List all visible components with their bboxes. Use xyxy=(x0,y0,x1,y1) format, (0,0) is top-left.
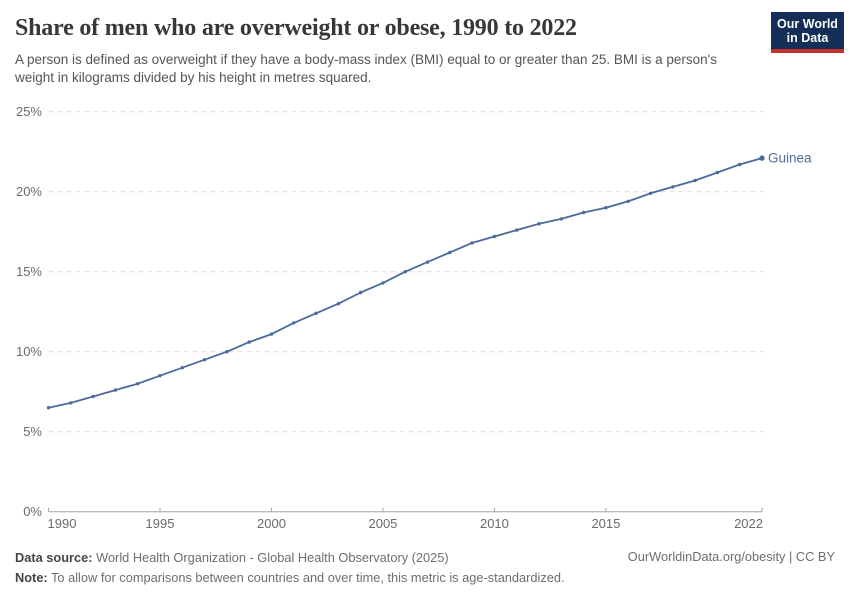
attribution-link[interactable]: OurWorldinData.org/obesity | CC BY xyxy=(627,549,835,564)
note-line: Note: To allow for comparisons between c… xyxy=(15,568,565,588)
y-axis-label: 0% xyxy=(23,504,42,519)
owid-logo-line1: Our World xyxy=(777,17,838,31)
y-axis-label: 20% xyxy=(16,184,42,199)
chart-subtitle: A person is defined as overweight if the… xyxy=(15,52,717,85)
data-point[interactable] xyxy=(247,340,251,344)
x-axis-label: 1995 xyxy=(146,516,175,531)
note-text: To allow for comparisons between countri… xyxy=(51,570,565,585)
data-point[interactable] xyxy=(269,332,274,336)
data-source-line: Data source: World Health Organization -… xyxy=(15,548,565,568)
data-point[interactable] xyxy=(537,222,541,226)
data-point[interactable] xyxy=(292,321,296,325)
data-point[interactable] xyxy=(202,358,207,362)
data-point[interactable] xyxy=(358,290,363,295)
x-axis-label: 2010 xyxy=(480,516,509,531)
page-title: Share of men who are overweight or obese… xyxy=(15,15,577,41)
x-axis-label: 2000 xyxy=(257,516,286,531)
data-point[interactable] xyxy=(425,260,430,264)
series-end-label[interactable]: Guinea xyxy=(768,151,812,166)
data-point[interactable] xyxy=(69,401,73,405)
data-point[interactable] xyxy=(113,388,118,392)
data-point[interactable] xyxy=(581,210,586,215)
data-point[interactable] xyxy=(46,406,51,410)
y-axis-label: 5% xyxy=(23,424,42,439)
data-line[interactable] xyxy=(47,157,763,409)
data-point[interactable] xyxy=(738,162,742,167)
data-source-label: Data source: xyxy=(15,550,93,565)
data-point[interactable] xyxy=(470,241,474,245)
data-point[interactable] xyxy=(381,281,385,285)
note-label: Note: xyxy=(15,570,48,585)
data-point[interactable] xyxy=(91,394,95,399)
x-axis-label: 2005 xyxy=(368,516,397,531)
footer-left: Data source: World Health Organization -… xyxy=(15,548,565,588)
data-source-text: World Health Organization - Global Healt… xyxy=(96,550,449,565)
x-axis-label: 2015 xyxy=(591,516,620,531)
data-point[interactable] xyxy=(715,170,720,175)
data-point[interactable] xyxy=(559,217,564,221)
data-point[interactable] xyxy=(693,178,697,183)
y-axis-label: 25% xyxy=(16,104,42,119)
data-point[interactable] xyxy=(626,199,630,203)
y-axis-label: 10% xyxy=(16,344,42,359)
data-point[interactable] xyxy=(314,311,318,315)
owid-logo-line2: in Data xyxy=(786,31,829,45)
data-point[interactable] xyxy=(515,228,519,232)
data-point[interactable] xyxy=(648,191,653,195)
data-point[interactable] xyxy=(403,270,407,274)
data-point[interactable] xyxy=(158,374,162,378)
y-axis-label: 15% xyxy=(16,264,42,279)
data-point[interactable] xyxy=(492,234,497,239)
data-point[interactable] xyxy=(604,206,608,210)
data-point[interactable] xyxy=(336,302,341,306)
data-point[interactable] xyxy=(180,366,184,370)
owid-logo: Our World in Data xyxy=(771,12,844,53)
x-axis-label: 1990 xyxy=(48,516,77,531)
data-point[interactable] xyxy=(759,155,765,161)
data-point[interactable] xyxy=(135,382,140,386)
data-point[interactable] xyxy=(448,250,452,255)
data-point[interactable] xyxy=(671,185,675,189)
x-axis-label: 2022 xyxy=(734,516,763,531)
data-point[interactable] xyxy=(225,350,229,354)
